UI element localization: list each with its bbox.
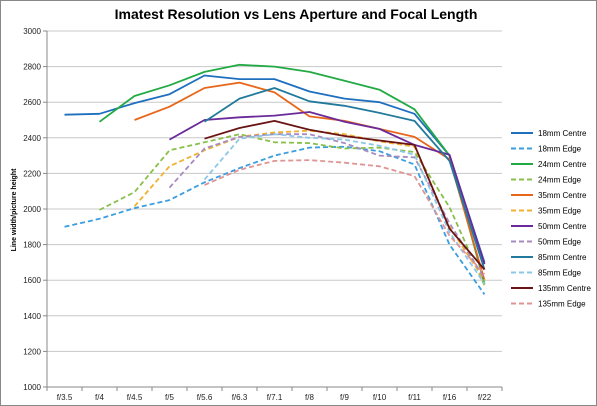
legend-label-85mm-centre: 85mm Centre [538,253,587,262]
x-tick-label: f/5 [165,393,174,402]
y-tick-label: 1800 [23,241,41,250]
series-line-24mm-centre [98,63,486,285]
y-tick-label: 2200 [23,169,41,178]
series-line-85mm-edge [203,133,486,285]
legend-label-24mm-centre: 24mm Centre [538,160,587,169]
y-tick-label: 2000 [23,205,41,214]
x-tick-label: f/7.1 [267,393,283,402]
x-tick-label: f/6.3 [232,393,248,402]
series-line-24mm-edge [99,133,486,286]
y-tick-labels: 1000 1200 1400 1600 1800 2000 2200 2400 2600 2800… [23,27,41,392]
legend: 18mm Centre 18mm Edge 24mm Centre 24mm Edge… [511,129,591,309]
legend-label-135mm-centre: 135mm Centre [538,284,591,293]
x-tick-label: f/10 [373,393,387,402]
plot-area [64,63,486,295]
series-line-50mm-edge [168,133,486,279]
x-tick-label: f/4 [95,393,104,402]
legend-label-50mm-centre: 50mm Centre [538,222,587,231]
x-tick-label: f/16 [443,393,457,402]
y-tick-label: 2600 [23,98,41,107]
x-tick-label: f/22 [478,393,492,402]
series-line-18mm-edge [64,145,486,295]
series-line-85mm-centre [204,87,486,270]
legend-label-24mm-edge: 24mm Edge [538,176,582,185]
chart-title: Imatest Resolution vs Lens Aperture and … [115,6,478,22]
legend-label-135mm-edge: 135mm Edge [538,300,586,309]
legend-label-35mm-centre: 35mm Centre [538,191,587,200]
x-tick-label: f/3.5 [57,393,73,402]
series-line-135mm-centre [204,120,486,271]
x-tick-label: f/5.6 [197,393,213,402]
x-tick-labels: f/3.5 f/4 f/4.5 f/5 f/5.6 f/6.3 f/7.1 f/8 f/9 f/1… [57,393,492,402]
series-line-35mm-centre [134,81,486,281]
y-tick-label: 1400 [23,312,41,321]
y-tick-label: 1600 [23,276,41,285]
series-line-18mm-centre [64,74,486,263]
y-tick-label: 1000 [23,383,41,392]
y-axis-label: Line width/picture height [11,168,18,252]
legend-label-35mm-edge: 35mm Edge [538,207,582,216]
x-tick-label: f/11 [408,393,421,402]
x-tick-label: f/4.5 [127,393,143,402]
x-tick-label: f/8 [305,393,314,402]
y-tick-label: 2800 [23,63,41,72]
y-tick-label: 3000 [23,27,41,36]
legend-label-85mm-edge: 85mm Edge [538,269,582,278]
series-line-135mm-edge [204,159,486,275]
axes [43,30,503,391]
legend-label-18mm-centre: 18mm Centre [538,129,587,138]
x-tick-label: f/9 [340,393,349,402]
y-tick-label: 2400 [23,134,41,143]
legend-label-18mm-edge: 18mm Edge [538,145,582,154]
legend-label-50mm-edge: 50mm Edge [538,238,582,247]
y-tick-label: 1200 [23,347,41,356]
series-line-50mm-centre [169,111,486,265]
